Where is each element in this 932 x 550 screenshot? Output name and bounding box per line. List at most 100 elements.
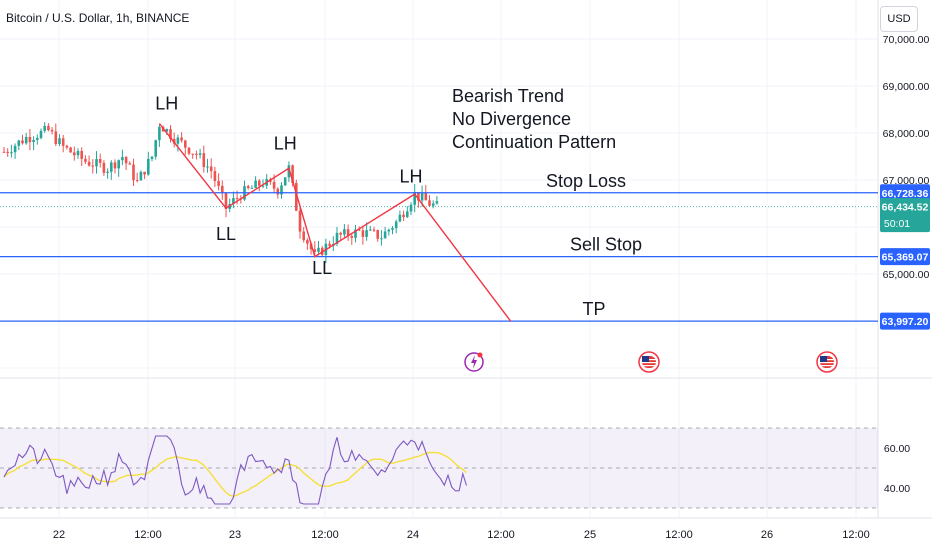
candle <box>335 232 339 244</box>
price-tick-label: 67,000.00 <box>883 175 930 187</box>
time-tick-label: 25 <box>584 529 596 541</box>
rsi-tick-label: 60.00 <box>884 443 910 455</box>
price-tick-label: 69,000.00 <box>883 81 930 93</box>
candle <box>235 198 239 200</box>
candle <box>147 158 150 175</box>
candle <box>283 177 287 186</box>
candle <box>350 236 354 238</box>
candle <box>309 243 313 250</box>
candle <box>28 136 32 143</box>
candle <box>73 152 76 156</box>
swing-label: LL <box>312 258 332 278</box>
candle <box>258 180 261 186</box>
candle <box>306 240 309 244</box>
candle <box>317 247 320 252</box>
price-badge-label: 63,997.20 <box>882 316 929 328</box>
price-badge <box>880 198 930 233</box>
candle <box>313 249 317 252</box>
price-tick-label: 65,000.00 <box>883 269 930 281</box>
candle <box>191 153 194 155</box>
flag-canton <box>820 356 827 362</box>
time-tick-label: 12:00 <box>842 529 870 541</box>
time-tick-label: 12:00 <box>665 529 693 541</box>
time-axis[interactable]: 22 12:00 23 12:00 24 12:00 25 12:00 26 12:00 <box>53 529 870 541</box>
candle <box>398 214 402 222</box>
candle <box>80 150 83 159</box>
trend-annotation: Bearish Trend <box>452 86 564 106</box>
candle <box>295 182 298 211</box>
candle <box>276 188 280 195</box>
candle <box>357 229 361 231</box>
candle <box>339 232 342 235</box>
currency-button[interactable]: USD <box>880 6 918 32</box>
candle <box>280 185 283 195</box>
candle <box>246 186 250 189</box>
swing-label: LH <box>399 166 422 186</box>
zigzag-path <box>158 123 512 322</box>
candle <box>143 171 146 175</box>
level-label: TP <box>582 299 605 319</box>
price-tick-label: 68,000.00 <box>883 128 930 140</box>
candle <box>165 129 169 132</box>
candle <box>21 140 24 144</box>
candle <box>431 203 435 206</box>
price-tick-label: 70,000.00 <box>883 34 930 46</box>
swing-label: LH <box>274 133 297 153</box>
rsi-pane <box>0 427 878 509</box>
candle <box>50 130 54 132</box>
candle <box>291 165 294 183</box>
candle <box>10 152 13 154</box>
candle <box>209 166 213 172</box>
candle <box>354 229 357 238</box>
flag-stripe <box>820 362 834 364</box>
candle <box>213 171 217 182</box>
candle <box>376 230 379 239</box>
candle <box>372 229 376 231</box>
flag-stripe <box>642 365 656 367</box>
annotations: Bearish Trend No Divergence Continuation P… <box>155 86 642 319</box>
price-axis[interactable]: 70,000.00 69,000.00 68,000.00 67,000.00 65,0… <box>880 34 930 495</box>
candle <box>102 162 106 173</box>
candle <box>409 204 413 212</box>
time-tick-label: 24 <box>407 529 419 541</box>
symbol-title: Bitcoin / U.S. Dollar, 1h, BINANCE <box>6 11 190 25</box>
event-dot <box>477 352 483 358</box>
candle <box>69 147 72 153</box>
candle <box>391 228 394 230</box>
time-tick-label: 23 <box>229 529 241 541</box>
candle <box>106 171 109 173</box>
swing-label: LH <box>155 94 178 114</box>
candle <box>380 238 383 240</box>
candle <box>36 137 39 140</box>
candle <box>298 210 302 232</box>
candle <box>232 198 235 205</box>
candle <box>76 150 80 156</box>
candle <box>128 163 132 165</box>
trend-annotation: No Divergence <box>452 109 571 129</box>
candle <box>61 138 65 146</box>
candle <box>154 140 157 157</box>
swing-label: LL <box>216 224 236 244</box>
candle <box>369 229 372 231</box>
zigzag-lines <box>158 123 512 322</box>
candle <box>184 140 187 148</box>
countdown-label: 50:01 <box>884 218 910 230</box>
candle <box>387 229 391 232</box>
rsi-ma-line <box>3 451 467 497</box>
candle <box>224 192 228 209</box>
candle <box>272 181 276 189</box>
candle <box>206 166 209 168</box>
flag-stripe <box>642 362 656 364</box>
level-label: Stop Loss <box>546 171 626 191</box>
candle <box>47 125 50 131</box>
time-tick-label: 12:00 <box>487 529 515 541</box>
event-markers <box>464 351 838 373</box>
candle <box>117 160 120 169</box>
flag-canton <box>642 356 649 362</box>
time-tick-label: 12:00 <box>311 529 339 541</box>
candle <box>58 138 61 145</box>
candle <box>24 136 28 144</box>
price-badge-label: 66,434.52 <box>882 202 929 214</box>
time-tick-label: 12:00 <box>134 529 162 541</box>
